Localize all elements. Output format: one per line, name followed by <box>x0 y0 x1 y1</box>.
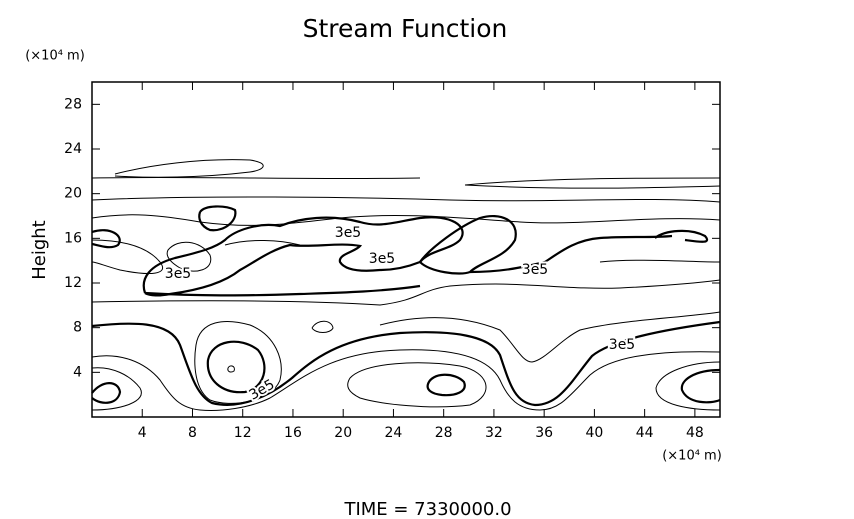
x-tick-label: 24 <box>385 425 403 441</box>
contour <box>91 349 721 411</box>
contour-label: 3e5 <box>609 337 635 353</box>
contour-3e5 <box>469 234 673 274</box>
x-tick-label: 44 <box>636 425 654 441</box>
contour-3e5 <box>142 216 464 297</box>
y-tick-label: 12 <box>64 275 82 291</box>
contour <box>91 279 721 306</box>
contour <box>347 362 487 408</box>
y-tick-label: 8 <box>73 320 82 336</box>
x-unit: (×10⁴ m) <box>662 449 722 464</box>
contour <box>114 159 264 178</box>
y-axis-label: Height <box>29 220 50 280</box>
contour-label: 3e5 <box>247 376 278 403</box>
x-tick-label: 8 <box>188 425 197 441</box>
contour-3e5 <box>419 214 517 275</box>
x-tick-label: 32 <box>485 425 503 441</box>
x-tick-label: 36 <box>535 425 553 441</box>
y-tick-label: 28 <box>64 96 82 112</box>
bold-contours <box>91 205 721 407</box>
contour-3e5 <box>680 368 721 404</box>
contour <box>91 239 163 274</box>
x-tick-label: 12 <box>234 425 252 441</box>
contour <box>227 365 235 373</box>
x-tick-label: 40 <box>585 425 603 441</box>
footer: TIME = 7330000.0 <box>343 499 511 519</box>
plot-frame <box>91 81 721 418</box>
contour-3e5 <box>144 284 421 297</box>
contour-3e5 <box>426 373 466 397</box>
x-tick-label: 28 <box>435 425 453 441</box>
contour <box>599 259 721 263</box>
contour <box>91 214 721 226</box>
y-tick-label: 20 <box>64 186 82 202</box>
x-tick-label: 16 <box>284 425 302 441</box>
contour <box>91 196 721 203</box>
contour-label: 3e5 <box>335 225 361 241</box>
contour-label: 3e5 <box>522 262 548 278</box>
contour <box>311 320 334 333</box>
y-tick-label: 4 <box>73 364 82 380</box>
contour-label: 3e5 <box>165 266 191 282</box>
y-tick-label: 16 <box>64 230 82 246</box>
contour <box>655 361 721 411</box>
contour <box>194 321 282 404</box>
contour-3e5 <box>91 382 122 404</box>
chart-title: Stream Function <box>303 14 508 43</box>
contour <box>224 239 301 246</box>
contour-3e5 <box>654 229 709 243</box>
contour-3e5 <box>198 205 237 232</box>
contour-3e5 <box>91 229 121 249</box>
thin-contours <box>91 159 721 411</box>
contour-3e5 <box>91 320 721 407</box>
x-tick-label: 20 <box>334 425 352 441</box>
x-tick-label: 4 <box>138 425 147 441</box>
contour-label: 3e5 <box>369 251 395 267</box>
y-unit: (×10⁴ m) <box>25 49 85 64</box>
contour <box>91 367 142 411</box>
contour <box>91 176 421 180</box>
x-tick-label: 48 <box>686 425 704 441</box>
contour <box>464 177 721 189</box>
contour-3e5 <box>206 340 266 394</box>
y-tick-label: 24 <box>64 141 82 157</box>
contour <box>379 311 721 363</box>
